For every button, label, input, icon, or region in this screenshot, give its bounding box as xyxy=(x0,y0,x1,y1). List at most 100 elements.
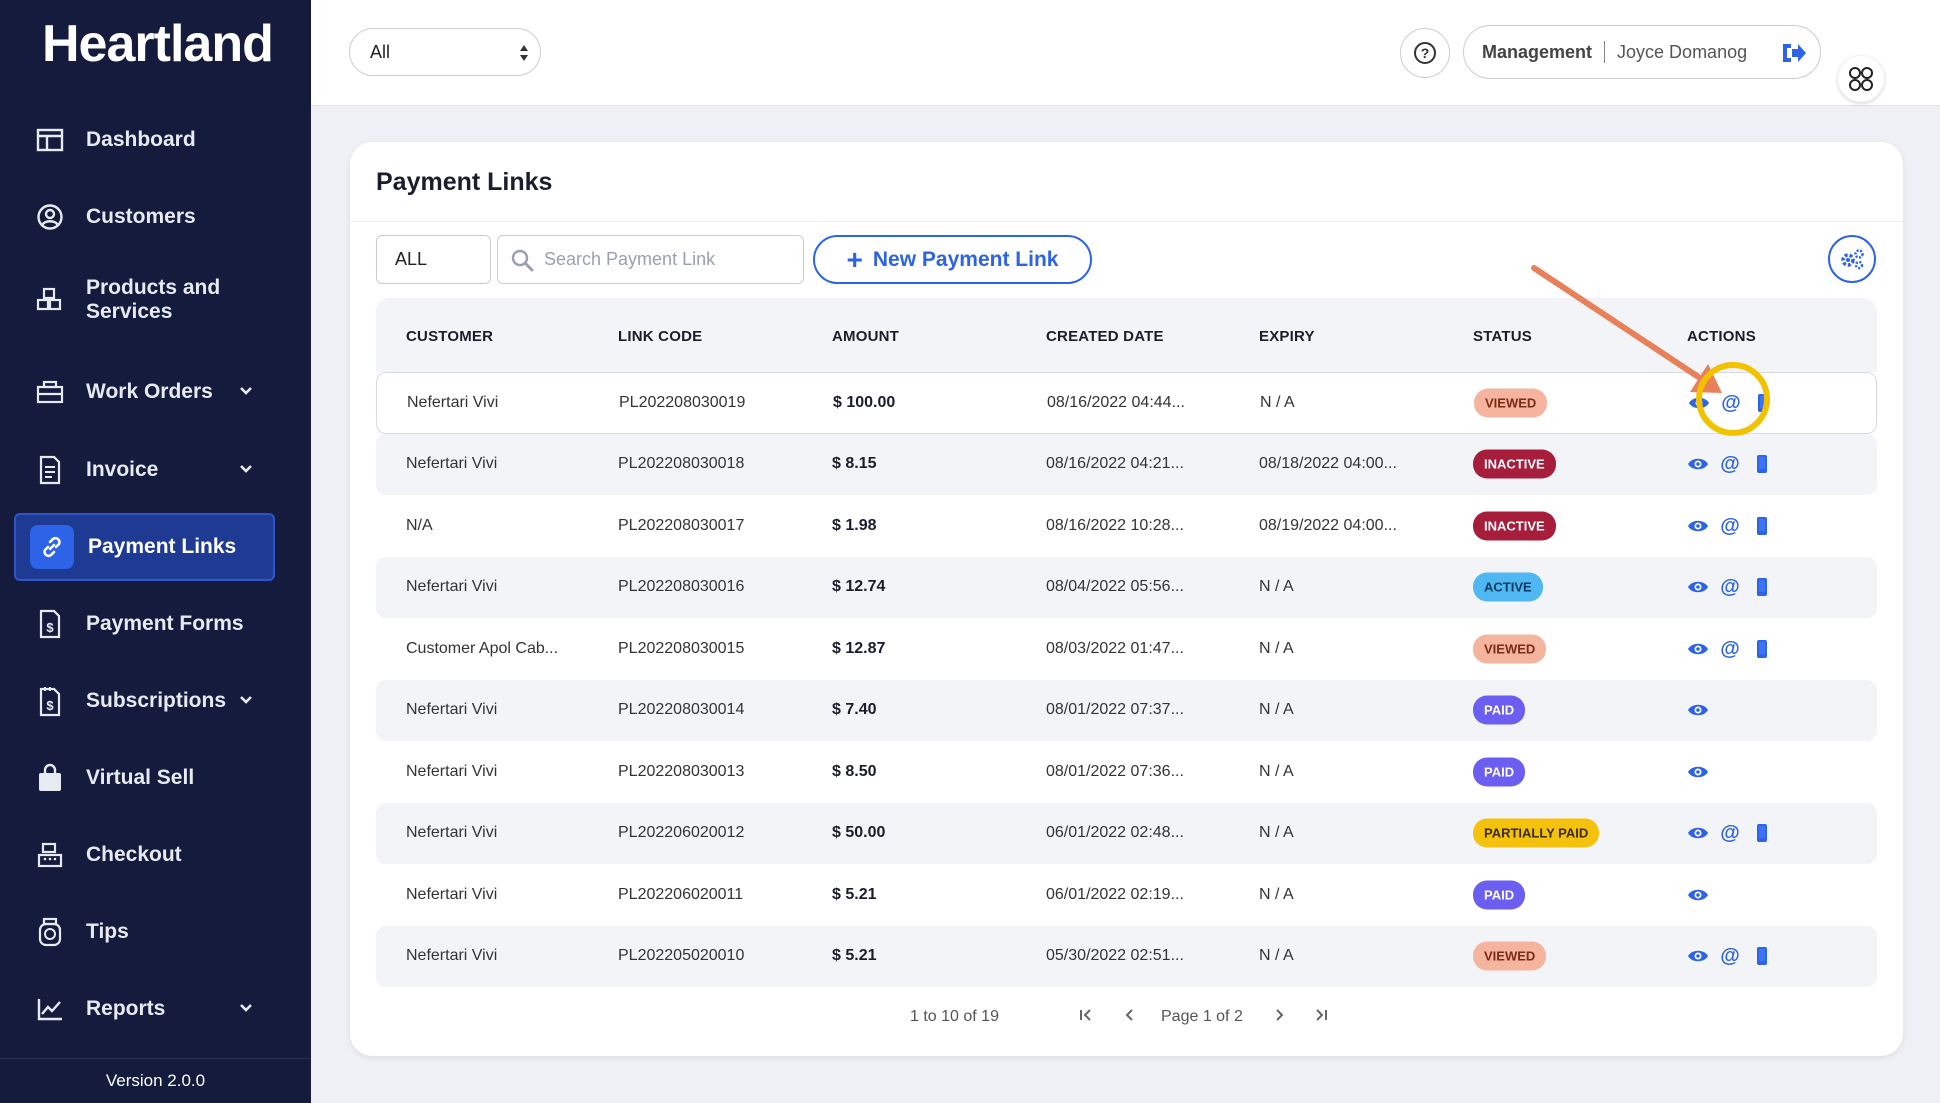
mobile-phone-icon[interactable] xyxy=(1751,576,1773,598)
mobile-phone-icon[interactable] xyxy=(1751,453,1773,475)
tips-jar-icon xyxy=(28,917,72,947)
view-eye-icon[interactable] xyxy=(1687,638,1709,660)
customers-icon xyxy=(28,203,72,231)
previous-page-icon[interactable] xyxy=(1121,1006,1139,1029)
status-badge: INACTIVE xyxy=(1473,449,1556,479)
chevron-down-icon[interactable] xyxy=(239,383,253,401)
chevron-down-icon[interactable] xyxy=(239,461,253,479)
email-at-icon[interactable]: @ xyxy=(1720,945,1740,968)
column-header-status[interactable]: STATUS xyxy=(1473,328,1532,345)
email-at-icon[interactable]: @ xyxy=(1720,514,1740,537)
sidebar-item-work-orders[interactable]: Work Orders xyxy=(14,358,275,426)
table-row[interactable]: Nefertari Vivi PL202205020010 $ 5.21 05/30/… xyxy=(376,925,1877,987)
cell-status: INACTIVE xyxy=(1473,511,1556,541)
view-eye-icon[interactable] xyxy=(1687,822,1709,844)
sidebar-item-payment-forms[interactable]: $ Payment Forms xyxy=(14,590,275,658)
email-at-icon[interactable]: @ xyxy=(1720,637,1740,660)
email-at-icon[interactable]: @ xyxy=(1721,391,1741,414)
sidebar-item-label: Reports xyxy=(86,997,166,1020)
apps-menu-button[interactable] xyxy=(1838,56,1884,102)
cell-actions xyxy=(1687,884,1709,906)
cell-actions: @ xyxy=(1687,822,1773,844)
sidebar-item-invoice[interactable]: Invoice xyxy=(14,436,275,504)
mobile-phone-icon[interactable] xyxy=(1752,392,1774,414)
chevron-down-icon[interactable] xyxy=(239,1000,253,1018)
select-arrows-icon xyxy=(518,43,530,68)
email-at-icon[interactable]: @ xyxy=(1720,576,1740,599)
column-header-amount[interactable]: AMOUNT xyxy=(832,328,900,345)
table-row[interactable]: Nefertari Vivi PL202206020011 $ 5.21 06/01/… xyxy=(376,864,1877,926)
table-row[interactable]: N/A PL202208030017 $ 1.98 08/16/2022 10:28.… xyxy=(376,495,1877,557)
mobile-phone-icon[interactable] xyxy=(1751,822,1773,844)
search-icon xyxy=(511,249,534,271)
cell-amount: $ 7.40 xyxy=(832,701,877,719)
table-row[interactable]: Customer Apol Cab... PL202208030015 $ 12.8… xyxy=(376,618,1877,680)
table-row[interactable]: Nefertari Vivi PL202208030018 $ 8.15 08/16/… xyxy=(376,433,1877,495)
sidebar-item-label: Payment Links xyxy=(88,535,237,558)
view-eye-icon[interactable] xyxy=(1687,453,1709,475)
mobile-phone-icon[interactable] xyxy=(1751,638,1773,660)
chevron-down-icon[interactable] xyxy=(239,692,253,710)
cell-amount: $ 50.00 xyxy=(832,824,886,842)
cell-customer: Nefertari Vivi xyxy=(407,393,499,411)
email-at-icon[interactable]: @ xyxy=(1720,453,1740,476)
cell-link-code: PL202208030017 xyxy=(618,516,745,534)
next-page-icon[interactable] xyxy=(1270,1006,1288,1029)
cell-customer: Nefertari Vivi xyxy=(406,455,498,473)
status-badge: PAID xyxy=(1473,757,1526,787)
sidebar-item-label: Invoice xyxy=(86,458,159,481)
sidebar-item-tips[interactable]: Tips xyxy=(14,898,275,966)
reports-icon xyxy=(28,996,72,1022)
new-payment-link-button[interactable]: + New Payment Link xyxy=(813,235,1092,284)
email-at-icon[interactable]: @ xyxy=(1720,822,1740,845)
logout-icon[interactable] xyxy=(1780,40,1808,71)
user-menu[interactable]: Management Joyce Domanog xyxy=(1463,25,1821,79)
table-row[interactable]: Nefertari Vivi PL202208030019 $ 100.00 08/1… xyxy=(376,372,1877,434)
view-eye-icon[interactable] xyxy=(1687,945,1709,967)
search-input[interactable] xyxy=(544,249,784,270)
table-settings-button[interactable] xyxy=(1828,235,1876,283)
view-eye-icon[interactable] xyxy=(1687,515,1709,537)
status-badge: ACTIVE xyxy=(1473,572,1543,602)
cell-customer: Nefertari Vivi xyxy=(406,885,498,903)
sidebar-item-virtual-sell[interactable]: Virtual Sell xyxy=(14,744,275,812)
cell-link-code: PL202208030014 xyxy=(618,701,745,719)
last-page-icon[interactable] xyxy=(1312,1006,1330,1029)
view-eye-icon[interactable] xyxy=(1688,392,1710,414)
cell-expiry: N / A xyxy=(1260,393,1295,411)
sidebar-item-checkout[interactable]: Checkout xyxy=(14,821,275,889)
column-header-customer[interactable]: CUSTOMER xyxy=(406,328,494,345)
table-row[interactable]: Nefertari Vivi PL202208030016 $ 12.74 08/04… xyxy=(376,556,1877,618)
sidebar-item-customers[interactable]: Customers xyxy=(14,183,275,251)
view-eye-icon[interactable] xyxy=(1687,699,1709,721)
column-header-created-date[interactable]: CREATED DATE xyxy=(1046,328,1164,345)
mobile-phone-icon[interactable] xyxy=(1751,945,1773,967)
view-eye-icon[interactable] xyxy=(1687,884,1709,906)
location-select[interactable]: All xyxy=(349,28,541,76)
pagination: 1 to 10 of 19 Page 1 of 2 xyxy=(350,1008,1903,1038)
sidebar-item-products-and-services[interactable]: Products and Services xyxy=(14,260,275,340)
cell-created-date: 08/16/2022 04:21... xyxy=(1046,455,1184,473)
status-filter[interactable]: ALL xyxy=(376,235,491,284)
column-header-expiry[interactable]: EXPIRY xyxy=(1259,328,1315,345)
table-row[interactable]: Nefertari Vivi PL202208030013 $ 8.50 08/01/… xyxy=(376,741,1877,803)
sidebar-item-dashboard[interactable]: Dashboard xyxy=(14,106,275,174)
view-eye-icon[interactable] xyxy=(1687,576,1709,598)
view-eye-icon[interactable] xyxy=(1687,761,1709,783)
cell-amount: $ 12.74 xyxy=(832,578,886,596)
table-row[interactable]: Nefertari Vivi PL202208030014 $ 7.40 08/01/… xyxy=(376,679,1877,741)
column-header-link-code[interactable]: LINK CODE xyxy=(618,328,703,345)
help-button[interactable]: ? xyxy=(1400,28,1450,78)
sidebar-item-payment-links[interactable]: Payment Links xyxy=(14,513,275,581)
cell-link-code: PL202208030016 xyxy=(618,578,745,596)
table-row[interactable]: Nefertari Vivi PL202206020012 $ 50.00 06/01… xyxy=(376,802,1877,864)
mobile-phone-icon[interactable] xyxy=(1751,515,1773,537)
sidebar-item-subscriptions[interactable]: $ Subscriptions xyxy=(14,667,275,735)
brand-logo[interactable]: Heartland xyxy=(42,15,274,73)
status-badge: PARTIALLY PAID xyxy=(1473,818,1600,848)
cell-actions: @ xyxy=(1687,515,1773,537)
search-field[interactable] xyxy=(497,235,804,284)
sidebar-item-reports[interactable]: Reports xyxy=(14,975,275,1043)
first-page-icon[interactable] xyxy=(1077,1006,1095,1029)
cell-customer: N/A xyxy=(406,516,433,534)
